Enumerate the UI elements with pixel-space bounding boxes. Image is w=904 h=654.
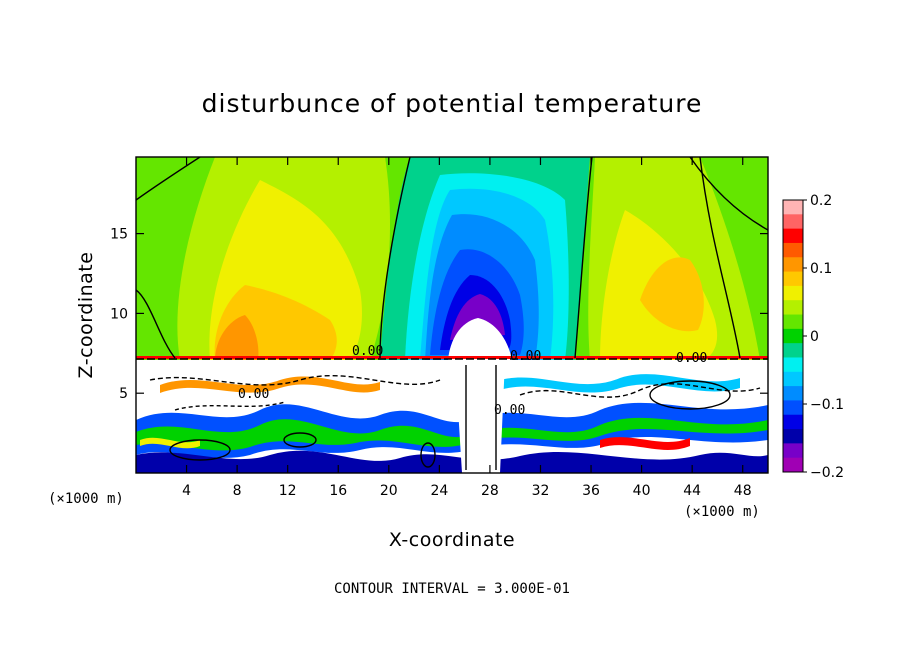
x-tick-label: 12 [279, 483, 297, 499]
bl-band-red [600, 437, 690, 450]
bl-top-line [136, 356, 768, 359]
contour-interval-note: CONTOUR INTERVAL = 3.000E-01 [334, 581, 570, 597]
field-cold-core [448, 318, 512, 360]
field-warm-east-inner [640, 257, 704, 332]
colorbar-swatch [783, 300, 803, 316]
contour-zero-west [136, 157, 201, 201]
x-tick-label: 24 [430, 483, 448, 499]
x-axis: 4 8 12 16 20 24 28 32 36 40 44 48 [182, 157, 752, 499]
bl-band-yellow [140, 437, 200, 449]
contour-bl-3 [465, 365, 497, 470]
x-tick-label: 32 [532, 483, 550, 499]
heatmap-field [136, 157, 768, 473]
bl-band-navy [136, 450, 768, 473]
colorbar-tick-label: 0.2 [810, 193, 832, 209]
x-unit-left: (×1000 m) [48, 491, 124, 507]
colorbar-swatch [783, 242, 803, 258]
colorbar-swatch [783, 400, 803, 416]
x-axis-label: X-coordinate [389, 529, 515, 551]
x-tick-label: 4 [182, 483, 191, 499]
contour-bl-1 [149, 374, 441, 386]
contour-zero-center-left [379, 157, 411, 359]
y-axis-label: Z-coordinate [75, 252, 97, 379]
colorbar-swatch [783, 314, 803, 330]
colorbar-swatch [783, 200, 803, 215]
contour-label: 0.00 [510, 349, 541, 364]
y-tick-label: 10 [110, 306, 128, 322]
colorbar-swatch [783, 285, 803, 301]
plot-frame [135, 156, 769, 474]
contour-bl-cell-3 [649, 380, 731, 410]
contour-zero-east [699, 157, 741, 359]
colorbar-swatch [783, 328, 803, 344]
colorbar-swatch [783, 357, 803, 373]
bl-band-green [136, 417, 768, 451]
plot-area: 0.00 0.00 0.00 0.00 0.00 [136, 157, 768, 473]
colorbar-swatch [783, 214, 803, 230]
y-tick-label: 5 [119, 386, 128, 402]
contour-label: 0.00 [494, 403, 525, 418]
field-warm-west-hot [215, 315, 259, 360]
colorbar-tick-label: 0.1 [810, 261, 832, 277]
colorbar-tick-label: −0.2 [810, 465, 844, 481]
colorbar-swatch [783, 271, 803, 287]
colorbar [783, 200, 803, 473]
colorbar-swatch [783, 371, 803, 387]
contour-bl-cell-2 [420, 442, 436, 468]
contour-bl-cell-4 [169, 439, 231, 461]
chart-title: disturbunce of potential temperature [202, 89, 703, 118]
colorbar-tick-label: 0 [810, 329, 819, 345]
x-tick-label: 36 [582, 483, 600, 499]
contour-bl-cell-1 [283, 432, 317, 448]
colorbar-swatch [783, 343, 803, 358]
x-tick-label: 44 [683, 483, 701, 499]
bl-band-blue [136, 402, 768, 458]
x-tick-label: 40 [633, 483, 651, 499]
y-axis: 5 10 15 [110, 227, 768, 402]
y-tick-label: 15 [110, 227, 128, 243]
contour-label: 0.00 [676, 351, 707, 366]
colorbar-swatch [783, 457, 803, 473]
bl-updraft [455, 360, 505, 473]
colorbar-swatch [783, 429, 803, 444]
colorbar-tick-label: −0.1 [810, 397, 844, 413]
contour-zero-center-right [574, 157, 593, 359]
contour-bl-2 [519, 383, 761, 398]
contour-label: 0.00 [352, 344, 383, 359]
colorbar-ticks: 0.2 0.1 0 −0.1 −0.2 [803, 193, 844, 481]
contour-label: 0.00 [238, 387, 269, 402]
contour-lines [136, 157, 768, 470]
colorbar-swatch [783, 257, 803, 273]
contour-bl-4 [174, 401, 286, 411]
x-tick-label: 48 [734, 483, 752, 499]
x-tick-label: 8 [233, 483, 242, 499]
x-unit-right: (×1000 m) [684, 504, 760, 520]
contour-zero-upper [689, 157, 768, 231]
bl-band-cyan [500, 374, 740, 393]
x-tick-label: 28 [481, 483, 499, 499]
x-tick-label: 16 [329, 483, 347, 499]
colorbar-swatch [783, 386, 803, 401]
x-tick-label: 20 [380, 483, 398, 499]
contour-labels: 0.00 0.00 0.00 0.00 0.00 [238, 344, 707, 418]
colorbar-swatch [783, 414, 803, 430]
colorbar-swatch [783, 443, 803, 459]
contour-zero-west-2 [136, 289, 176, 359]
colorbar-swatch [783, 228, 803, 244]
